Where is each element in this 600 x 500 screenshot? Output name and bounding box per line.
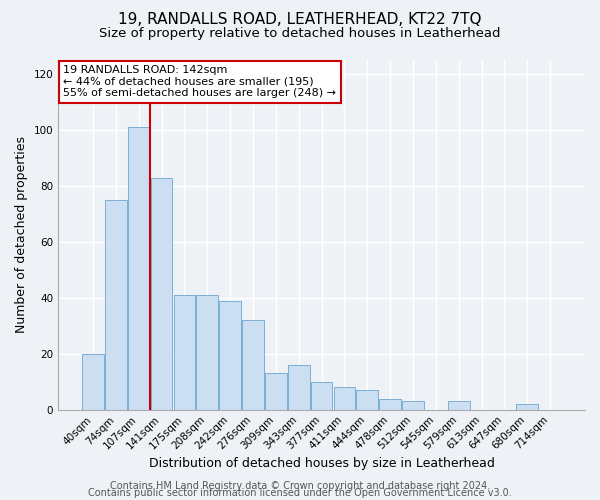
- Bar: [402, 402, 424, 409]
- Bar: [173, 295, 195, 410]
- Bar: [311, 382, 332, 409]
- Text: Contains public sector information licensed under the Open Government Licence v3: Contains public sector information licen…: [88, 488, 512, 498]
- Bar: [356, 390, 378, 409]
- Bar: [379, 398, 401, 409]
- X-axis label: Distribution of detached houses by size in Leatherhead: Distribution of detached houses by size …: [149, 457, 494, 470]
- Bar: [82, 354, 104, 410]
- Y-axis label: Number of detached properties: Number of detached properties: [15, 136, 28, 334]
- Bar: [448, 402, 470, 409]
- Text: 19, RANDALLS ROAD, LEATHERHEAD, KT22 7TQ: 19, RANDALLS ROAD, LEATHERHEAD, KT22 7TQ: [118, 12, 482, 28]
- Bar: [105, 200, 127, 410]
- Bar: [151, 178, 172, 410]
- Bar: [288, 365, 310, 410]
- Bar: [219, 300, 241, 410]
- Text: Size of property relative to detached houses in Leatherhead: Size of property relative to detached ho…: [99, 28, 501, 40]
- Bar: [242, 320, 264, 410]
- Text: Contains HM Land Registry data © Crown copyright and database right 2024.: Contains HM Land Registry data © Crown c…: [110, 481, 490, 491]
- Bar: [517, 404, 538, 409]
- Bar: [128, 127, 149, 410]
- Bar: [265, 374, 287, 410]
- Text: 19 RANDALLS ROAD: 142sqm
← 44% of detached houses are smaller (195)
55% of semi-: 19 RANDALLS ROAD: 142sqm ← 44% of detach…: [64, 65, 337, 98]
- Bar: [334, 388, 355, 409]
- Bar: [196, 295, 218, 410]
